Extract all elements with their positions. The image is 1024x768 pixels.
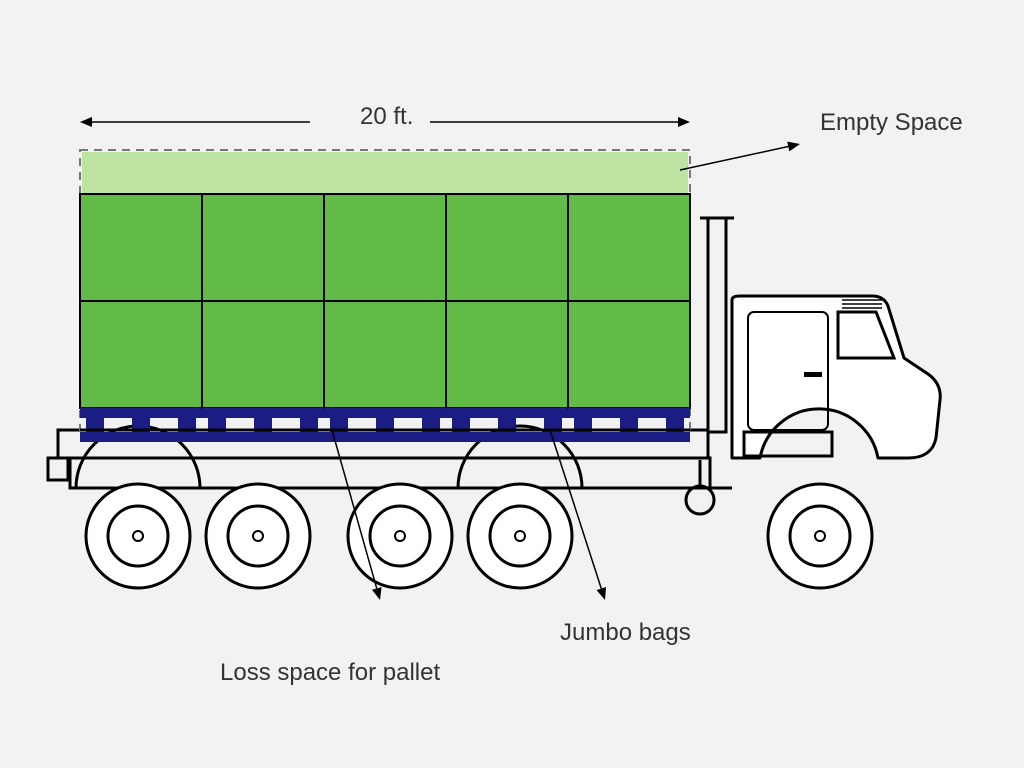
wheel <box>206 484 310 588</box>
wheel <box>86 484 190 588</box>
jumbo-bag <box>568 301 690 408</box>
jumbo_bags-label: Jumbo bags <box>560 619 691 646</box>
empty_space-label: Empty Space <box>820 109 963 136</box>
pallet <box>446 408 568 442</box>
pallet <box>202 408 324 442</box>
cargo-area <box>80 150 690 442</box>
jumbo-bag <box>202 301 324 408</box>
pallet <box>568 408 690 442</box>
jumbo-bag <box>80 194 202 301</box>
jumbo-bag <box>80 301 202 408</box>
pallet <box>80 408 202 442</box>
jumbo-bag <box>446 301 568 408</box>
wheel <box>348 484 452 588</box>
jumbo-bag <box>202 194 324 301</box>
jumbo-bag <box>324 194 446 301</box>
dimension-label: 20 ft. <box>360 103 413 130</box>
wheel <box>768 484 872 588</box>
jumbo-bag <box>568 194 690 301</box>
jumbo-bag <box>446 194 568 301</box>
empty-space-band <box>82 152 688 194</box>
pallet <box>324 408 446 442</box>
jumbo-bag <box>324 301 446 408</box>
loss_space-label: Loss space for pallet <box>220 659 440 686</box>
wheel <box>468 484 572 588</box>
